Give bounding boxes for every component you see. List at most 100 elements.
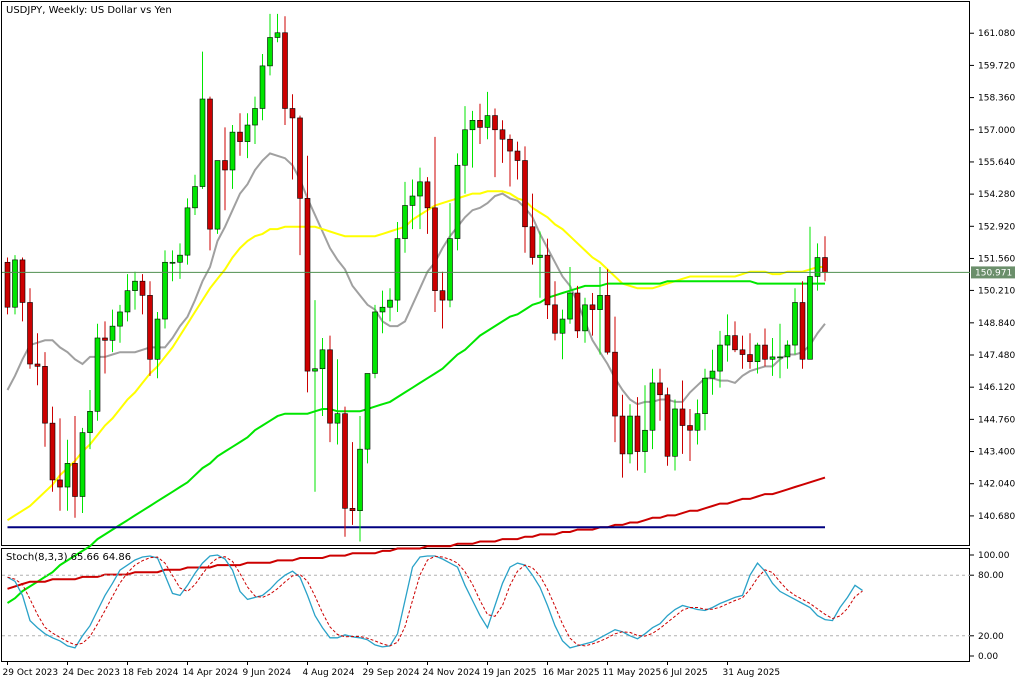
- candle: [627, 404, 633, 464]
- candle-body: [87, 411, 93, 433]
- candle: [552, 281, 558, 341]
- candle: [319, 337, 326, 417]
- candle-body: [424, 181, 431, 209]
- candle-body: [214, 160, 221, 230]
- candle-body: [184, 207, 191, 256]
- candle-body: [694, 413, 701, 431]
- candle: [514, 141, 521, 180]
- candle-body: [372, 311, 378, 374]
- candle-body: [364, 373, 371, 450]
- stochastic-tick-label: 20.00: [978, 632, 1004, 642]
- candle-body: [79, 432, 86, 497]
- candle-body: [237, 131, 243, 142]
- candle-body: [822, 257, 828, 273]
- candle-body: [12, 259, 18, 308]
- time-tick-label: 16 Mar 2025: [543, 668, 600, 678]
- candle-body: [447, 238, 453, 301]
- candle-body: [334, 413, 341, 424]
- candle-body: [4, 261, 11, 308]
- time-tick-label: 29 Sep 2024: [363, 668, 420, 678]
- candle: [417, 167, 423, 230]
- candle-body: [102, 337, 108, 341]
- stochastic-tick-label: 0.00: [978, 652, 998, 662]
- candle: [124, 274, 131, 322]
- candle-body: [619, 415, 626, 455]
- candle-body: [762, 344, 768, 360]
- stochastic-pane-border: [1, 548, 970, 662]
- candle: [814, 243, 821, 291]
- main-pane-border: [1, 1, 970, 546]
- candle-body: [177, 254, 183, 263]
- time-tick-label: 4 Aug 2024: [303, 668, 355, 678]
- time-tick-label: 9 Jun 2024: [243, 668, 292, 678]
- price-tick-label: 152.920: [978, 222, 1015, 232]
- candle: [304, 155, 311, 393]
- candle-body: [222, 160, 228, 171]
- candle: [597, 266, 603, 355]
- candle-body: [379, 306, 386, 313]
- candle-body: [432, 207, 438, 291]
- candle-body: [357, 448, 363, 511]
- candle: [649, 368, 656, 450]
- candle: [507, 134, 513, 187]
- candle-body: [462, 129, 468, 166]
- moving-average-line-0: [6, 152, 826, 406]
- candle-body: [552, 304, 558, 334]
- price-tick-label: 142.040: [978, 480, 1015, 490]
- candle: [747, 333, 753, 369]
- candle-body: [499, 129, 506, 140]
- candle: [42, 352, 48, 447]
- candle-body: [207, 98, 213, 230]
- price-tick-label: 144.760: [978, 415, 1015, 425]
- candle: [799, 281, 806, 369]
- candle: [424, 177, 431, 234]
- candle: [732, 321, 738, 353]
- candle: [64, 439, 71, 511]
- candle: [349, 442, 356, 525]
- candle: [27, 288, 33, 369]
- stochastic-tick-label: 80.00: [978, 571, 1004, 581]
- candle: [244, 113, 251, 159]
- candle-body: [409, 195, 416, 206]
- candle-body: [274, 32, 281, 38]
- price-axis: 161.080 159.720 158.360 157.000 155.640 154.2…: [970, 29, 1015, 522]
- candle: [754, 342, 761, 374]
- candle-body: [627, 415, 633, 455]
- candle-body: [64, 463, 71, 488]
- candle: [784, 340, 791, 369]
- candle: [94, 323, 101, 421]
- candle-body: [732, 335, 738, 351]
- candle: [702, 368, 708, 431]
- candle: [687, 408, 693, 462]
- time-tick-label: 19 Jan 2025: [483, 668, 537, 678]
- candle-body: [94, 337, 101, 412]
- candle-body: [589, 304, 596, 310]
- candle: [102, 321, 108, 374]
- candle-body: [717, 344, 723, 372]
- candle: [327, 335, 333, 443]
- candle: [139, 274, 146, 315]
- candle-body: [507, 138, 513, 152]
- candle: [469, 110, 476, 168]
- moving-average-line-2: [6, 280, 825, 604]
- candle-body: [664, 394, 671, 457]
- candle-body: [117, 311, 123, 327]
- candle-body: [139, 280, 146, 296]
- candle-body: [514, 150, 521, 161]
- time-tick-label: 29 Oct 2023: [3, 668, 59, 678]
- candle-body: [259, 65, 266, 109]
- candle: [717, 330, 723, 388]
- candle: [109, 309, 116, 353]
- candle: [739, 335, 746, 369]
- time-tick-label: 6 Jul 2025: [663, 668, 708, 678]
- candle-body: [657, 382, 663, 396]
- candle: [619, 394, 626, 478]
- candle-body: [49, 422, 56, 481]
- candle-body: [754, 344, 761, 362]
- candle-body: [672, 408, 678, 457]
- price-plot: [4, 13, 828, 604]
- candle: [364, 373, 371, 464]
- candle: [297, 115, 303, 256]
- price-tick-label: 151.560: [978, 254, 1015, 264]
